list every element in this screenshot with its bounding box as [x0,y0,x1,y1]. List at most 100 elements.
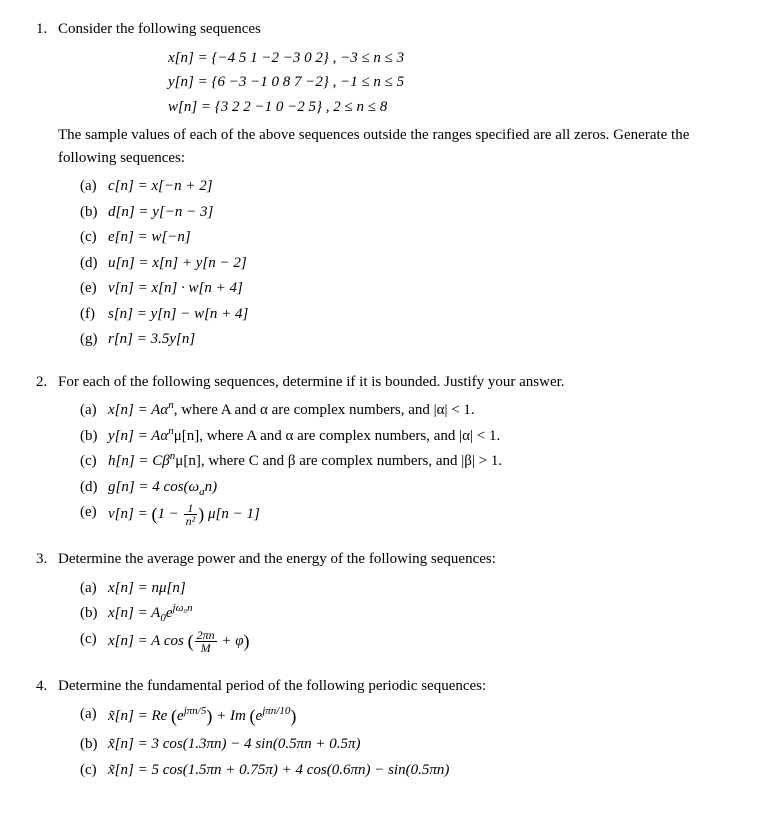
p4-a-label: (a) [80,703,108,730]
p2-e-expr: v[n] = (1 − 1n²) μ[n − 1] [108,501,745,528]
problem-2-number: 2. [36,371,58,539]
p3-item-b: (b)x[n] = A0ejω₀n [80,602,745,625]
p4-a-s2: jπn/10 [262,705,290,717]
problem-2-body: For each of the following sequences, det… [58,371,745,539]
p1-f-label: (f) [80,303,108,326]
p2-d-pre: g[n] = 4 cos(ω [108,479,199,495]
p1-b-expr: d[n] = y[−n − 3] [108,201,745,224]
p2-a-post: , where A and α are complex numbers, and… [174,402,475,418]
p1-item-d: (d)u[n] = x[n] + y[n − 2] [80,252,745,275]
p4-a-s1: jπn/5 [184,705,207,717]
p1-g-label: (g) [80,328,108,351]
p2-c-expr: h[n] = Cβnμ[n], where C and β are comple… [108,450,745,473]
p4-b-label: (b) [80,733,108,756]
p3-a-label: (a) [80,577,108,600]
p4-a-pre: x̃[n] = Re [108,708,171,724]
problem-3-header: 3. Determine the average power and the e… [36,548,745,665]
problem-3-number: 3. [36,548,58,665]
p4-a-e1: e [177,708,184,724]
p2-d-expr: g[n] = 4 cos(ωan) [108,476,745,499]
problem-2-subitems: (a)x[n] = Aαn, where A and α are complex… [80,399,745,528]
p4-a-p2c: ) [290,706,296,726]
problem-1-intro: Consider the following sequences [58,21,261,37]
p2-b-label: (b) [80,425,108,448]
p1-a-expr: c[n] = x[−n + 2] [108,175,745,198]
p3-c-ftop: 2πn [195,629,217,642]
p3-c-pclose: ) [244,631,250,651]
p2-b-post: μ[n], where A and α are complex numbers,… [174,428,500,444]
problem-4-number: 4. [36,675,58,792]
p4-a-plus: + Im [212,708,249,724]
p3-b-pre: x[n] = A [108,605,160,621]
p2-d-label: (d) [80,476,108,499]
problem-2-intro: For each of the following sequences, det… [58,374,565,390]
sequence-x: x[n] = {−4 5 1 −2 −3 0 2} , −3 ≤ n ≤ 3 [168,47,745,70]
problem-4-header: 4. Determine the fundamental period of t… [36,675,745,792]
p1-item-e: (e)v[n] = x[n] · w[n + 4] [80,277,745,300]
p1-item-a: (a)c[n] = x[−n + 2] [80,175,745,198]
p3-item-a: (a)x[n] = nμ[n] [80,577,745,600]
p2-b-pre: y[n] = Aα [108,428,168,444]
problem-3-intro: Determine the average power and the ener… [58,551,496,567]
p1-d-label: (d) [80,252,108,275]
p1-e-expr: v[n] = x[n] · w[n + 4] [108,277,745,300]
p3-b-expr: x[n] = A0ejω₀n [108,602,745,625]
p1-e-label: (e) [80,277,108,300]
p2-a-pre: x[n] = Aα [108,402,168,418]
problem-2-header: 2. For each of the following sequences, … [36,371,745,539]
p1-c-label: (c) [80,226,108,249]
p2-b-expr: y[n] = Aαnμ[n], where A and α are comple… [108,425,745,448]
p3-c-popen: ( [188,631,194,651]
problem-4-subitems: (a)x̃[n] = Re (ejπn/5) + Im (ejπn/10) (b… [80,703,745,781]
p4-a-expr: x̃[n] = Re (ejπn/5) + Im (ejπn/10) [108,703,745,730]
p2-c-pre: h[n] = Cβ [108,453,170,469]
p3-item-c: (c)x[n] = A cos (2πnM + φ) [80,628,745,655]
p1-g-expr: r[n] = 3.5y[n] [108,328,745,351]
p2-a-label: (a) [80,399,108,422]
p4-b-expr: x̃[n] = 3 cos(1.3πn) − 4 sin(0.5πn + 0.5… [108,733,745,756]
p2-item-b: (b)y[n] = Aαnμ[n], where A and α are com… [80,425,745,448]
p2-item-d: (d)g[n] = 4 cos(ωan) [80,476,745,499]
p1-c-expr: e[n] = w[−n] [108,226,745,249]
p2-e-one: 1 − [157,506,182,522]
p1-f-expr: s[n] = y[n] − w[n + 4] [108,303,745,326]
problem-1-subitems: (a)c[n] = x[−n + 2] (b)d[n] = y[−n − 3] … [80,175,745,351]
p2-item-c: (c)h[n] = Cβnμ[n], where C and β are com… [80,450,745,473]
problem-1-header: 1. Consider the following sequences x[n]… [36,18,745,361]
p1-b-label: (b) [80,201,108,224]
p3-b-label: (b) [80,602,108,625]
sequence-definitions: x[n] = {−4 5 1 −2 −3 0 2} , −3 ≤ n ≤ 3 y… [168,47,745,119]
p2-a-expr: x[n] = Aαn, where A and α are complex nu… [108,399,745,422]
p3-c-post: + φ [218,633,244,649]
p1-d-expr: u[n] = x[n] + y[n − 2] [108,252,745,275]
p4-c-expr: x̃[n] = 5 cos(1.5πn + 0.75π) + 4 cos(0.6… [108,759,745,782]
p3-c-fbot: M [195,642,217,654]
p1-a-label: (a) [80,175,108,198]
p1-item-g: (g)r[n] = 3.5y[n] [80,328,745,351]
p1-item-f: (f)s[n] = y[n] − w[n + 4] [80,303,745,326]
p3-b-sup: jω₀n [173,602,193,614]
sequence-y: y[n] = {6 −3 −1 0 8 7 −2} , −1 ≤ n ≤ 5 [168,71,745,94]
sequence-w: w[n] = {3 2 2 −1 0 −2 5} , 2 ≤ n ≤ 8 [168,96,745,119]
p4-item-b: (b)x̃[n] = 3 cos(1.3πn) − 4 sin(0.5πn + … [80,733,745,756]
problem-1: 1. Consider the following sequences x[n]… [36,18,745,361]
p2-c-label: (c) [80,450,108,473]
p3-b-mid: e [166,605,173,621]
p4-item-a: (a)x̃[n] = Re (ejπn/5) + Im (ejπn/10) [80,703,745,730]
p2-item-a: (a)x[n] = Aαn, where A and α are complex… [80,399,745,422]
p3-c-expr: x[n] = A cos (2πnM + φ) [108,628,745,655]
p4-item-c: (c)x̃[n] = 5 cos(1.5πn + 0.75π) + 4 cos(… [80,759,745,782]
problem-3-subitems: (a)x[n] = nμ[n] (b)x[n] = A0ejω₀n (c)x[n… [80,577,745,655]
problem-1-number: 1. [36,18,58,361]
p2-e-fbot: n² [184,515,198,527]
p3-c-label: (c) [80,628,108,655]
p3-a-expr: x[n] = nμ[n] [108,577,745,600]
p2-item-e: (e)v[n] = (1 − 1n²) μ[n − 1] [80,501,745,528]
p1-item-c: (c)e[n] = w[−n] [80,226,745,249]
p3-c-frac: 2πnM [195,629,217,654]
p4-c-label: (c) [80,759,108,782]
p1-item-b: (b)d[n] = y[−n − 3] [80,201,745,224]
problem-4: 4. Determine the fundamental period of t… [36,675,745,792]
p2-c-post: μ[n], where C and β are complex numbers,… [175,453,502,469]
problem-1-mid-text: The sample values of each of the above s… [58,124,745,169]
